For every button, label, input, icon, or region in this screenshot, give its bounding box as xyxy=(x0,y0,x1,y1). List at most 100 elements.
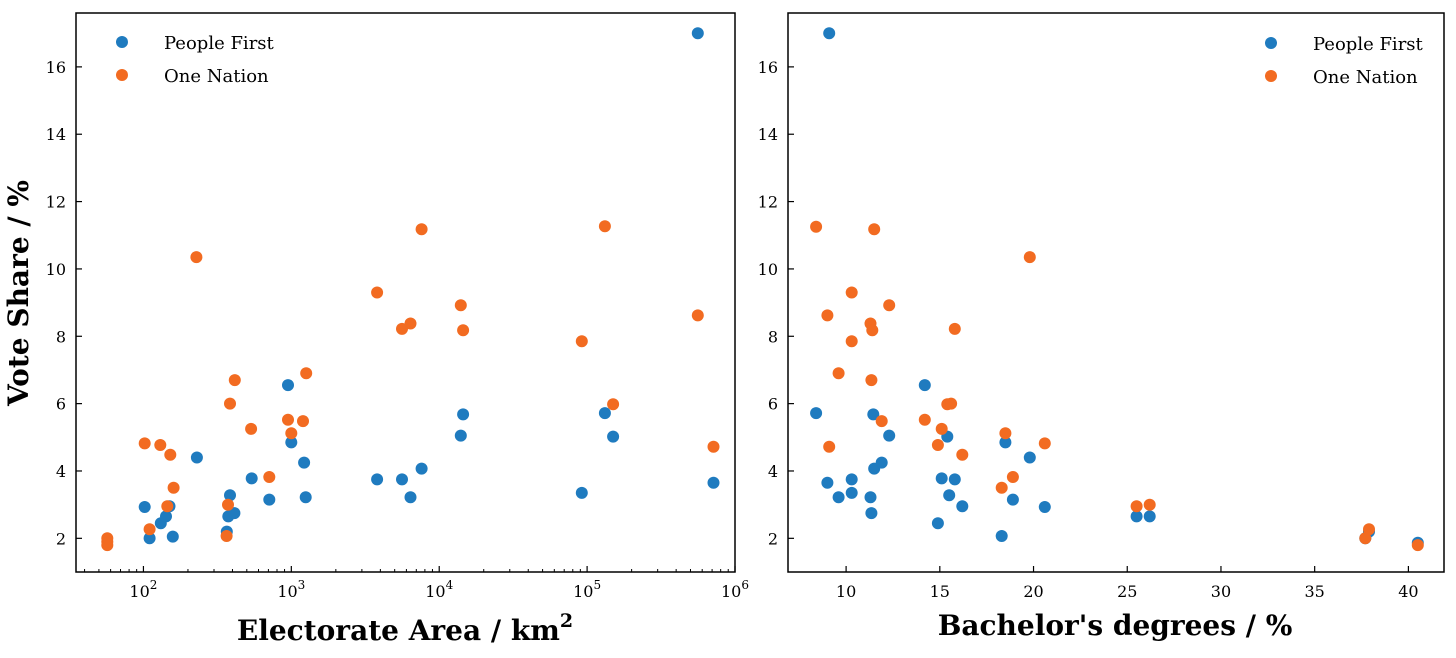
y-tick-label: 4 xyxy=(768,462,778,481)
point-people-first xyxy=(1143,510,1156,523)
point-one-nation xyxy=(1023,251,1036,264)
x-tick-label: 105 xyxy=(573,578,601,601)
point-people-first xyxy=(166,530,179,543)
point-one-nation xyxy=(845,286,858,299)
point-people-first xyxy=(143,532,156,545)
point-one-nation xyxy=(691,309,704,322)
point-one-nation xyxy=(285,427,298,440)
point-one-nation xyxy=(282,413,294,426)
x-tick-label: 25 xyxy=(1117,582,1137,601)
point-one-nation xyxy=(607,398,620,411)
point-people-first xyxy=(245,472,258,485)
x-tick-base: 10 xyxy=(425,582,445,601)
point-people-first xyxy=(404,491,417,504)
point-one-nation xyxy=(161,500,174,513)
legend: People First One Nation xyxy=(116,33,275,87)
point-people-first xyxy=(691,27,704,40)
legend-marker-people-first xyxy=(116,36,128,48)
point-people-first xyxy=(875,456,888,469)
point-one-nation xyxy=(220,530,233,542)
point-one-nation xyxy=(371,286,384,299)
x-tick-label: 106 xyxy=(721,578,749,601)
point-people-first xyxy=(138,501,151,513)
x-tick-label: 104 xyxy=(425,578,453,601)
x-tick-label: 30 xyxy=(1211,582,1231,601)
point-people-first xyxy=(457,408,470,421)
x-axis-label-exponent: 2 xyxy=(560,610,573,632)
point-people-first xyxy=(867,408,880,421)
point-people-first xyxy=(1006,493,1019,506)
x-tick-exponent: 6 xyxy=(741,578,749,592)
point-one-nation xyxy=(167,481,180,494)
x-tick-exponent: 2 xyxy=(150,578,158,592)
x-axis-label: Electorate Area / km2 xyxy=(237,610,573,647)
legend-label-one-nation: One Nation xyxy=(164,66,269,87)
bachelors-degrees-chart: 2 4 6 8 10 12 14 16 10 15 20 25 30 35 40 Bachelor's d… xyxy=(758,12,1445,642)
point-one-nation xyxy=(995,481,1008,494)
x-tick-label: 10 xyxy=(836,582,856,601)
point-one-nation xyxy=(396,322,408,335)
point-people-first xyxy=(931,517,944,530)
point-one-nation xyxy=(1359,532,1372,545)
y-tick-label: 4 xyxy=(56,462,66,481)
x-tick-exponent: 4 xyxy=(446,578,454,592)
point-people-first xyxy=(918,379,931,392)
point-one-nation xyxy=(1143,498,1156,511)
point-one-nation xyxy=(457,324,470,337)
y-axis-ticks: 2 4 6 8 10 12 14 16 xyxy=(46,58,82,548)
point-one-nation xyxy=(918,413,931,426)
x-axis-ticks: 10 15 20 25 30 35 40 xyxy=(836,566,1419,601)
point-people-first xyxy=(707,476,720,489)
y-tick-label: 2 xyxy=(768,529,778,548)
point-one-nation xyxy=(263,471,276,483)
legend-label-people-first: People First xyxy=(164,33,275,54)
point-people-first xyxy=(995,530,1008,542)
x-tick-exponent: 3 xyxy=(298,578,306,592)
point-one-nation xyxy=(404,317,417,330)
y-tick-label: 8 xyxy=(768,327,778,346)
point-people-first xyxy=(810,407,823,420)
plot-frame xyxy=(787,12,1445,573)
y-tick-label: 6 xyxy=(768,395,778,414)
point-one-nation xyxy=(865,374,878,387)
point-people-first xyxy=(263,493,276,506)
point-people-first xyxy=(298,456,311,469)
point-people-first xyxy=(1038,501,1051,513)
point-one-nation xyxy=(1411,539,1424,552)
x-tick-base: 10 xyxy=(721,582,741,601)
legend-marker-one-nation xyxy=(1265,70,1277,82)
point-one-nation xyxy=(810,220,823,233)
point-people-first xyxy=(396,473,408,486)
point-one-nation xyxy=(832,367,845,380)
point-people-first xyxy=(454,429,467,442)
point-one-nation xyxy=(875,415,888,428)
point-one-nation xyxy=(866,324,879,337)
legend-label-one-nation: One Nation xyxy=(1313,67,1418,88)
point-one-nation xyxy=(999,427,1012,440)
point-people-first xyxy=(999,436,1012,449)
y-tick-label: 12 xyxy=(46,193,66,212)
x-tick-exponent: 5 xyxy=(593,578,601,592)
legend: People First One Nation xyxy=(1265,34,1424,88)
x-tick-base: 10 xyxy=(129,582,149,601)
point-people-first xyxy=(575,486,588,499)
y-tick-label: 16 xyxy=(758,58,778,77)
point-one-nation xyxy=(575,335,588,348)
point-one-nation xyxy=(101,532,114,545)
point-one-nation xyxy=(1363,523,1375,536)
y-tick-label: 2 xyxy=(56,529,66,548)
point-one-nation xyxy=(415,223,428,236)
point-one-nation xyxy=(138,437,151,450)
point-people-first xyxy=(160,510,172,523)
x-tick-label: 20 xyxy=(1023,582,1043,601)
point-one-nation xyxy=(228,374,241,387)
point-people-first xyxy=(832,491,845,504)
point-people-first xyxy=(228,507,241,520)
legend-marker-people-first xyxy=(1265,37,1277,49)
x-tick-label: 15 xyxy=(930,582,950,601)
y-tick-label: 14 xyxy=(758,125,778,144)
x-tick-label: 35 xyxy=(1304,582,1324,601)
point-one-nation xyxy=(1130,500,1143,513)
data-points xyxy=(101,27,720,552)
